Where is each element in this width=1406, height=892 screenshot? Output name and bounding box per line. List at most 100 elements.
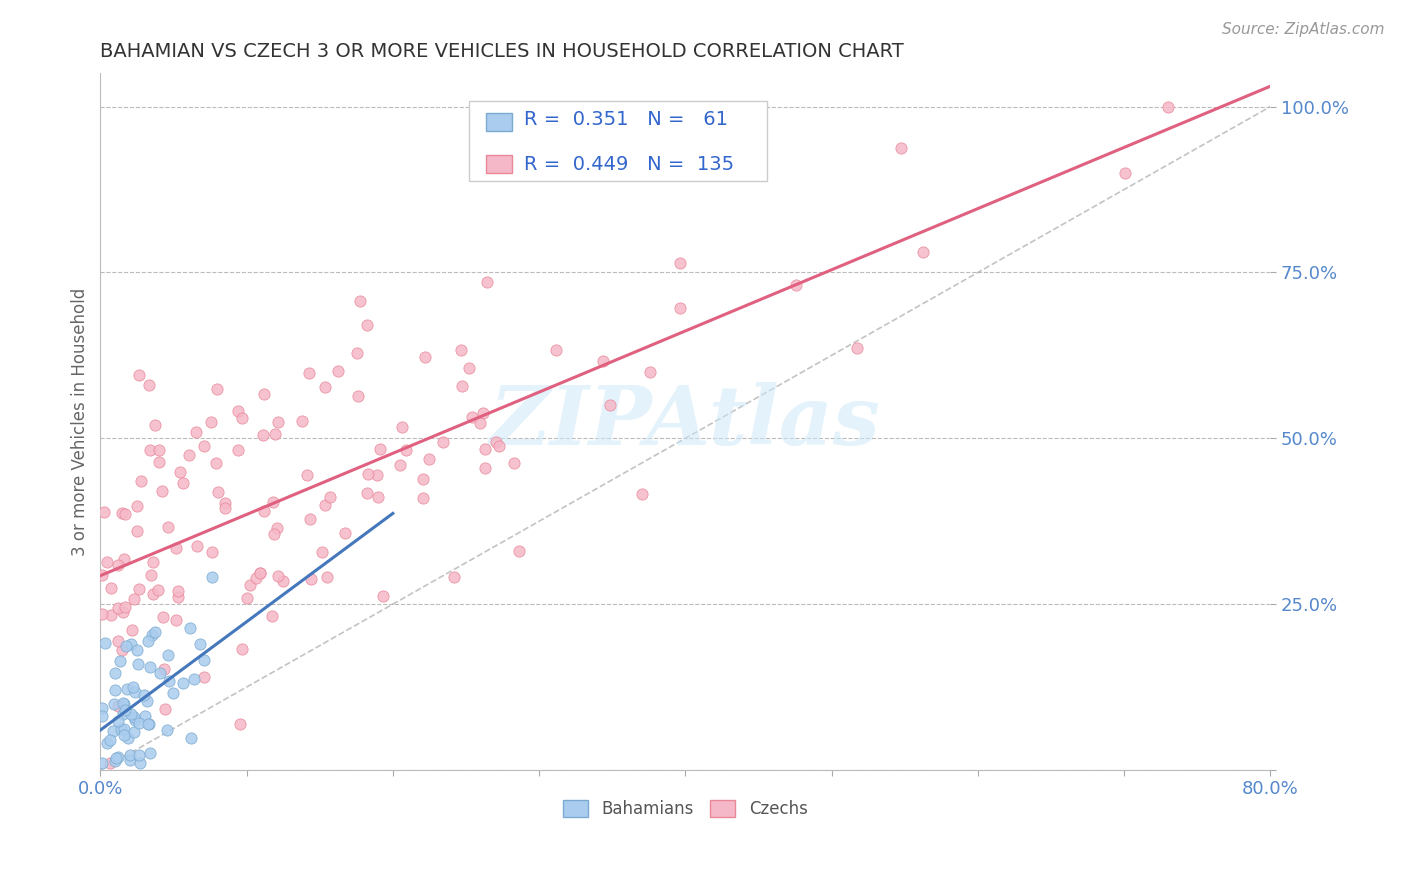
- Point: [139, 443, 162, 458]
- Point: [152, 609, 174, 624]
- Point: [103, 697, 125, 711]
- Legend: Bahamians, Czechs: Bahamians, Czechs: [557, 793, 814, 824]
- Point: [107, 750, 129, 764]
- Point: [128, 747, 150, 762]
- Point: [117, 731, 139, 745]
- Point: [94, 636, 117, 650]
- Point: [121, 707, 143, 722]
- Point: [188, 637, 211, 651]
- Point: [451, 379, 474, 393]
- Point: [239, 578, 262, 592]
- Point: [114, 508, 136, 522]
- Point: [200, 415, 222, 429]
- Point: [1157, 100, 1180, 114]
- Point: [412, 491, 434, 505]
- Point: [122, 681, 145, 695]
- Point: [128, 756, 150, 771]
- Point: [475, 275, 498, 289]
- Point: [111, 696, 134, 710]
- Point: [107, 698, 129, 713]
- Point: [149, 665, 172, 680]
- Point: [112, 723, 135, 737]
- Point: [368, 442, 391, 456]
- FancyBboxPatch shape: [486, 155, 512, 173]
- Point: [111, 506, 134, 520]
- Point: [124, 713, 146, 727]
- Point: [311, 545, 333, 559]
- Point: [418, 452, 440, 467]
- Point: [193, 440, 215, 454]
- Point: [141, 555, 163, 569]
- Point: [214, 496, 236, 510]
- Point: [107, 600, 129, 615]
- Point: [266, 521, 288, 535]
- Point: [413, 350, 436, 364]
- Point: [122, 725, 145, 739]
- Point: [125, 643, 148, 657]
- Point: [314, 498, 336, 512]
- Point: [114, 600, 136, 615]
- Point: [120, 637, 142, 651]
- Point: [457, 360, 479, 375]
- Point: [156, 648, 179, 662]
- Point: [167, 584, 190, 599]
- Point: [260, 609, 283, 624]
- Point: [135, 694, 157, 708]
- Point: [132, 688, 155, 702]
- Point: [371, 589, 394, 603]
- Point: [128, 368, 150, 383]
- Point: [890, 141, 912, 155]
- Point: [631, 487, 654, 501]
- Point: [172, 676, 194, 690]
- Point: [546, 343, 568, 357]
- Point: [155, 702, 177, 716]
- Point: [112, 706, 135, 721]
- Point: [266, 568, 288, 582]
- Point: [141, 628, 163, 642]
- Point: [108, 654, 131, 668]
- Point: [388, 458, 411, 472]
- Point: [474, 461, 496, 475]
- Point: [346, 346, 368, 360]
- Point: [104, 666, 127, 681]
- Point: [91, 709, 114, 723]
- Point: [143, 418, 166, 433]
- Point: [98, 756, 121, 771]
- Point: [96, 555, 118, 569]
- Point: [432, 434, 454, 449]
- Point: [118, 747, 141, 762]
- Point: [157, 674, 180, 689]
- Point: [703, 156, 725, 170]
- Point: [180, 731, 202, 746]
- Point: [124, 685, 146, 699]
- Point: [156, 723, 179, 737]
- Point: [186, 425, 208, 440]
- Point: [136, 633, 159, 648]
- Point: [638, 365, 661, 379]
- Point: [105, 750, 128, 764]
- Point: [252, 504, 274, 518]
- Point: [90, 607, 112, 622]
- Point: [412, 472, 434, 486]
- Point: [127, 657, 149, 671]
- Point: [112, 697, 135, 711]
- Point: [503, 456, 526, 470]
- Point: [226, 442, 249, 457]
- Point: [201, 545, 224, 559]
- Point: [785, 278, 807, 293]
- Point: [474, 442, 496, 456]
- Point: [205, 456, 228, 470]
- Point: [911, 244, 934, 259]
- Point: [193, 653, 215, 667]
- Text: Source: ZipAtlas.com: Source: ZipAtlas.com: [1222, 22, 1385, 37]
- Point: [245, 571, 267, 585]
- Point: [142, 587, 165, 601]
- Point: [298, 367, 321, 381]
- Point: [450, 343, 472, 358]
- Point: [391, 419, 413, 434]
- Text: BAHAMIAN VS CZECH 3 OR MORE VEHICLES IN HOUSEHOLD CORRELATION CHART: BAHAMIAN VS CZECH 3 OR MORE VEHICLES IN …: [100, 42, 904, 61]
- Point: [252, 428, 274, 442]
- Point: [138, 716, 160, 731]
- Point: [186, 540, 208, 554]
- Point: [128, 582, 150, 596]
